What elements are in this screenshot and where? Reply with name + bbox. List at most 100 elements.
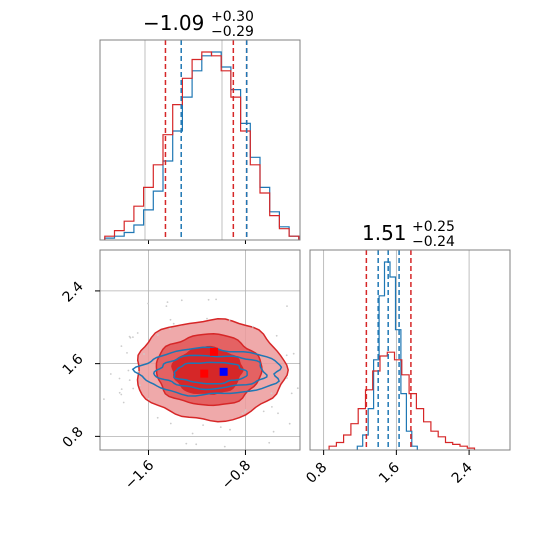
- hist1-title: −1.09: [143, 11, 204, 35]
- blue-contour-middle: [153, 354, 268, 391]
- scatter-point-40: [143, 353, 145, 355]
- scatter-point-68: [118, 377, 121, 380]
- scatter-point-20: [156, 416, 159, 419]
- scatter-point-8: [172, 322, 175, 325]
- contour-fill-group: [136, 318, 289, 423]
- hist2-series-group: [328, 261, 476, 450]
- scatter-point-65: [244, 409, 247, 411]
- panel-hist-param2: 0.8 1.6 2.4 1.51 +0.25 −0.24: [303, 219, 511, 487]
- scatter-point-2: [118, 391, 121, 394]
- scatter-point-42: [229, 428, 231, 431]
- scatter-point-0: [109, 373, 112, 375]
- scatter-point-13: [285, 354, 288, 357]
- contour-x-tick-label-1: −0.8: [219, 457, 254, 492]
- contour-markers: [200, 347, 228, 378]
- scatter-point-6: [169, 327, 172, 330]
- scatter-point-57: [270, 392, 273, 395]
- hist2-frame: [309, 249, 511, 451]
- scatter-point-66: [156, 334, 159, 336]
- hist2-quantile-lines: [365, 250, 412, 450]
- scatter-point-43: [166, 301, 169, 303]
- scatter-point-59: [252, 325, 254, 328]
- scatter-point-49: [128, 335, 131, 338]
- scatter-point-39: [207, 298, 210, 301]
- scatter-point-67: [147, 398, 150, 400]
- scatter-point-53: [180, 299, 183, 302]
- scatter-point-26: [262, 410, 265, 413]
- contour-x-tick-label-0: −1.6: [122, 457, 157, 492]
- scatter-point-37: [286, 305, 288, 307]
- hist2-grid: [323, 250, 470, 450]
- scatter-point-28: [296, 387, 299, 390]
- scatter-point-62: [290, 392, 293, 395]
- scatter-point-12: [277, 412, 279, 415]
- scatter-point-16: [268, 441, 271, 444]
- scatter-point-32: [103, 398, 105, 400]
- scatter-point-25: [215, 298, 218, 301]
- scatter-point-14: [122, 401, 125, 404]
- hist1-title-minus: −0.29: [211, 24, 254, 40]
- scatter-point-50: [288, 422, 291, 425]
- hist2-title: 1.51: [362, 221, 407, 245]
- contour-scatter-points: [103, 298, 299, 448]
- hist2-title-plus: +0.25: [412, 219, 455, 235]
- scatter-point-41: [169, 422, 172, 425]
- scatter-point-24: [136, 332, 139, 334]
- scatter-point-64: [228, 319, 231, 321]
- scatter-point-19: [272, 430, 275, 433]
- contour-frame: [99, 249, 301, 451]
- blue-contour-inner: [172, 361, 248, 385]
- scatter-point-27: [139, 384, 141, 387]
- hist2-series-blue: [356, 261, 418, 450]
- marker-red-1: [200, 369, 209, 378]
- scatter-point-23: [128, 379, 131, 381]
- marker-blue-2: [219, 367, 228, 376]
- hist2-series-red: [328, 351, 476, 450]
- scatter-point-61: [191, 432, 194, 435]
- scatter-point-33: [120, 388, 123, 390]
- hist2-tick-label-2: 2.4: [449, 460, 476, 487]
- scatter-point-18: [126, 352, 128, 354]
- scatter-point-55: [223, 445, 226, 448]
- contour-y-tick-label-2: 2.4: [60, 278, 87, 305]
- scatter-point-9: [120, 345, 123, 347]
- hist1-quantile-lines: [164, 40, 248, 240]
- hist2-x-ticks: 0.8 1.6 2.4: [303, 450, 476, 487]
- contour-y-tick-label-0: 0.8: [60, 424, 87, 451]
- scatter-point-51: [275, 334, 278, 337]
- scatter-point-34: [202, 424, 205, 426]
- scatter-point-54: [147, 302, 150, 305]
- scatter-point-56: [244, 411, 247, 413]
- hist2-title-median: 1.51: [362, 221, 407, 245]
- scatter-point-30: [292, 352, 295, 355]
- scatter-point-36: [195, 443, 198, 446]
- hist1-title-median: −1.09: [143, 11, 204, 35]
- scatter-point-5: [185, 442, 188, 445]
- contour-x-ticks: −1.6 −0.8: [122, 450, 254, 493]
- contour-y-tick-label-1: 1.6: [60, 351, 87, 378]
- scatter-point-7: [127, 369, 130, 372]
- hist1-series-blue: [104, 51, 300, 240]
- scatter-point-1: [271, 406, 273, 408]
- hist1-title-plus: +0.30: [211, 9, 254, 25]
- hist1-series-group: [104, 51, 300, 244]
- scatter-point-52: [286, 377, 288, 379]
- scatter-point-60: [137, 370, 140, 373]
- hist2-tick-label-1: 1.6: [376, 460, 403, 487]
- hist2-title-minus: −0.24: [412, 234, 455, 250]
- scatter-point-63: [219, 426, 222, 428]
- hist2-tick-label-0: 0.8: [303, 460, 330, 487]
- contour-blue-group: [131, 346, 283, 397]
- blue-contour-outer: [131, 346, 283, 397]
- scatter-point-29: [165, 305, 168, 307]
- scatter-point-35: [206, 317, 208, 320]
- scatter-point-4: [132, 336, 134, 338]
- panel-contour: −1.6 −0.8 0.8 1.6 2.4: [60, 249, 301, 493]
- scatter-point-31: [120, 393, 123, 396]
- scatter-point-17: [132, 387, 135, 390]
- contour-y-ticks: 0.8 1.6 2.4: [60, 278, 100, 451]
- marker-red-0: [209, 347, 218, 356]
- scatter-point-10: [241, 412, 244, 415]
- hist1-series-red: [104, 51, 300, 240]
